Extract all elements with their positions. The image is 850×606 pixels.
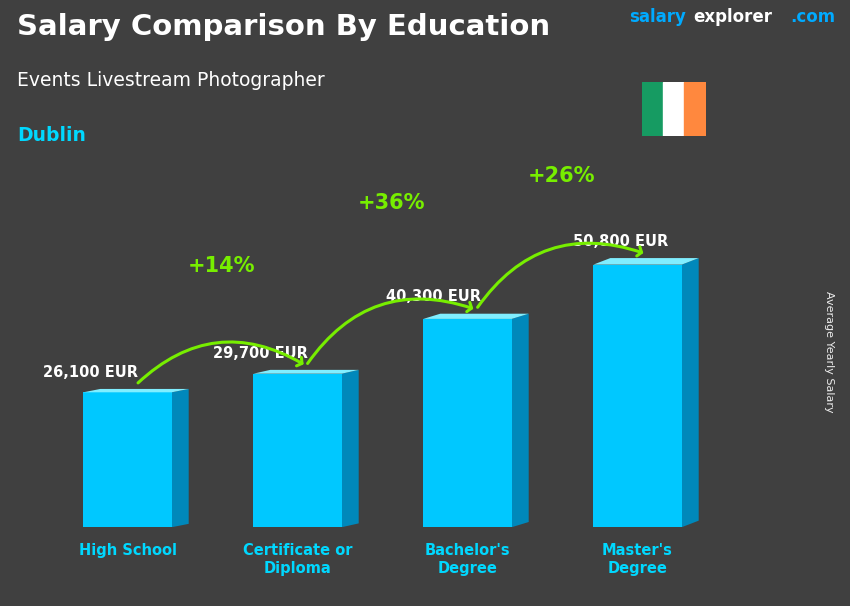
- Text: +26%: +26%: [527, 165, 595, 185]
- Polygon shape: [593, 258, 699, 265]
- Text: +14%: +14%: [187, 256, 255, 276]
- Text: explorer: explorer: [693, 8, 772, 26]
- FancyBboxPatch shape: [83, 392, 172, 527]
- Text: Salary Comparison By Education: Salary Comparison By Education: [17, 13, 550, 41]
- Text: Average Yearly Salary: Average Yearly Salary: [824, 291, 834, 412]
- FancyBboxPatch shape: [253, 374, 342, 527]
- Bar: [663, 82, 684, 136]
- Bar: [642, 82, 663, 136]
- Text: Dublin: Dublin: [17, 126, 86, 145]
- Polygon shape: [253, 370, 359, 374]
- Polygon shape: [342, 370, 359, 527]
- Text: .com: .com: [790, 8, 836, 26]
- Polygon shape: [682, 258, 699, 527]
- Text: 29,700 EUR: 29,700 EUR: [212, 345, 308, 361]
- FancyBboxPatch shape: [593, 265, 682, 527]
- Text: 26,100 EUR: 26,100 EUR: [42, 365, 138, 379]
- Text: salary: salary: [629, 8, 686, 26]
- Text: Events Livestream Photographer: Events Livestream Photographer: [17, 71, 325, 90]
- Text: 40,300 EUR: 40,300 EUR: [386, 290, 481, 304]
- Polygon shape: [512, 314, 529, 527]
- Text: +36%: +36%: [357, 193, 425, 213]
- FancyBboxPatch shape: [423, 319, 512, 527]
- Bar: [684, 82, 705, 136]
- Text: 50,800 EUR: 50,800 EUR: [573, 234, 668, 249]
- Polygon shape: [172, 389, 189, 527]
- Polygon shape: [83, 389, 189, 392]
- Polygon shape: [423, 314, 529, 319]
